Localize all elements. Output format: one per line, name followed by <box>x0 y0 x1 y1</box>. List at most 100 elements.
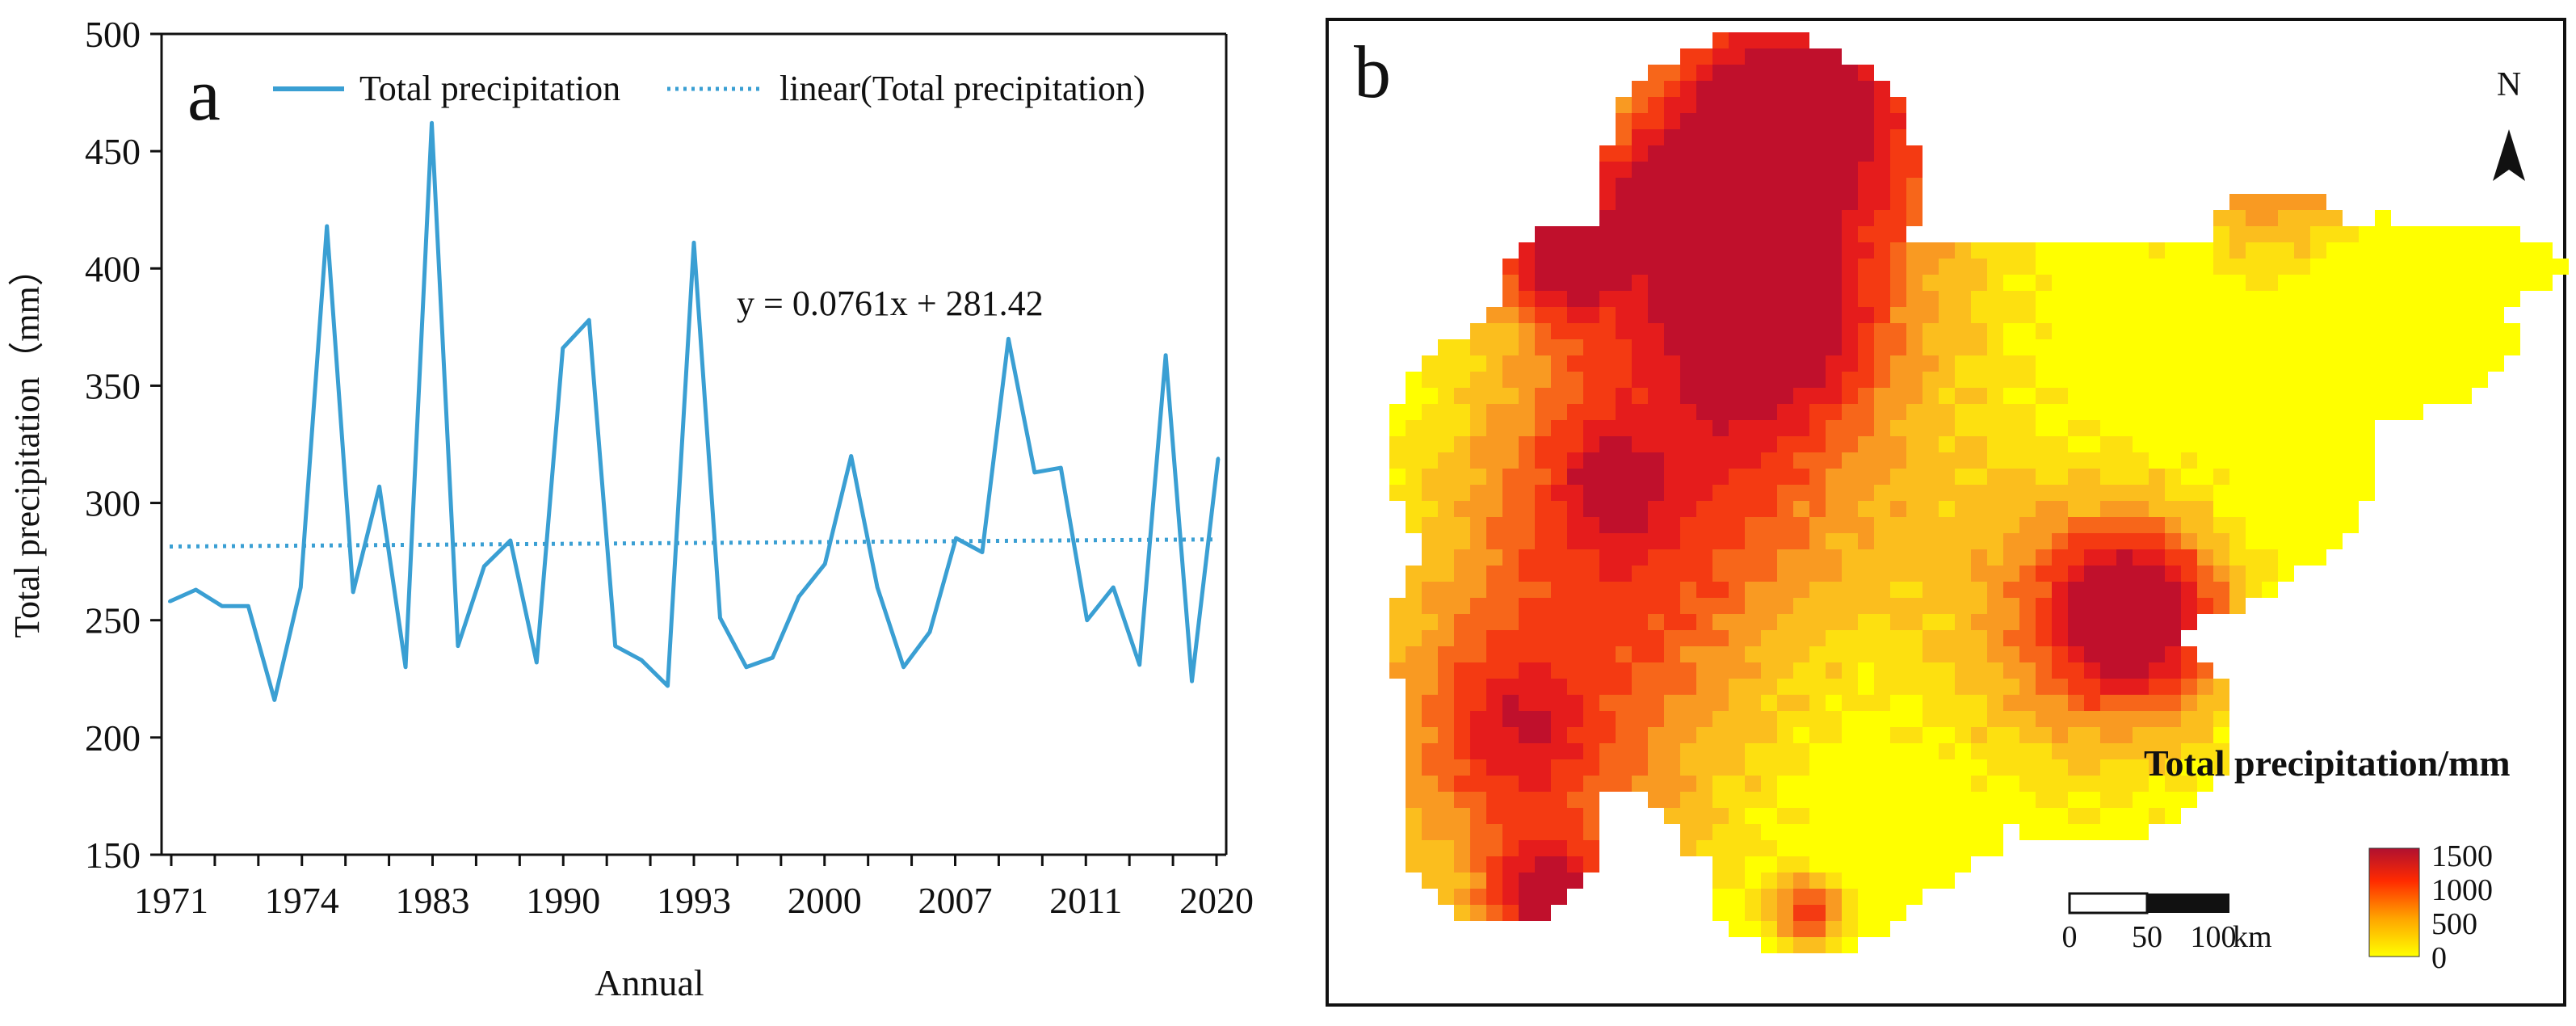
map-cell <box>2246 549 2262 566</box>
map-cell <box>2197 469 2213 485</box>
map-cell <box>1874 113 1890 129</box>
map-cell <box>2294 275 2310 291</box>
map-cell <box>1502 905 1519 921</box>
map-cell <box>1761 501 1777 517</box>
map-cell <box>2488 242 2504 259</box>
map-cell <box>1777 905 1793 921</box>
map-cell <box>2133 485 2149 501</box>
map-cell <box>1842 695 1858 711</box>
map-cell <box>1809 210 1826 226</box>
map-cell <box>2423 275 2439 291</box>
map-cell <box>1454 452 1470 469</box>
map-cell <box>1858 808 1874 824</box>
map-cell <box>1680 549 1696 566</box>
scale-tick-50: 50 <box>2132 920 2162 954</box>
map-cell <box>2278 259 2294 275</box>
map-cell <box>2326 388 2343 404</box>
map-cell <box>1438 711 1454 727</box>
map-cell <box>1809 533 1826 549</box>
map-cell <box>1729 921 1745 937</box>
map-cell <box>2278 275 2294 291</box>
map-cell <box>2229 501 2246 517</box>
map-cell <box>2197 323 2213 339</box>
map-cell <box>2068 355 2084 372</box>
map-cell <box>1632 178 1648 194</box>
map-cell <box>1470 711 1486 727</box>
x-tick-label: 1993 <box>657 880 731 921</box>
map-cell <box>1761 549 1777 566</box>
map-cell <box>2197 533 2213 549</box>
map-cell <box>1729 808 1745 824</box>
map-cell <box>2278 372 2294 388</box>
map-cell <box>2116 404 2133 420</box>
map-cell <box>2165 808 2181 824</box>
map-cell <box>1486 856 1502 873</box>
map-cell <box>1664 259 1680 275</box>
map-cell <box>1858 614 1874 630</box>
map-cell <box>2294 323 2310 339</box>
map-cell <box>1567 226 1583 242</box>
map-cell <box>1438 485 1454 501</box>
map-cell <box>1599 501 1616 517</box>
map-cell <box>1761 275 1777 291</box>
map-cell <box>2229 307 2246 323</box>
map-cell <box>2262 420 2278 436</box>
map-cell <box>1502 582 1519 598</box>
map-cell <box>1939 679 1955 695</box>
map-cell <box>1616 145 1632 162</box>
map-cell <box>2003 776 2019 792</box>
map-cell <box>1519 743 1535 759</box>
map-cell <box>1793 630 1809 646</box>
map-cell <box>1696 65 1712 81</box>
map-cell <box>1842 372 1858 388</box>
map-cell <box>1826 275 1842 291</box>
map-cell <box>2213 598 2229 614</box>
map-cell <box>1454 355 1470 372</box>
map-cell <box>2019 485 2036 501</box>
map-cell <box>1502 452 1519 469</box>
map-cell <box>2310 485 2326 501</box>
map-cell <box>1519 517 1535 533</box>
map-cell <box>2262 372 2278 388</box>
map-cell <box>2036 566 2052 582</box>
map-cell <box>2197 517 2213 533</box>
map-cell <box>1826 452 1842 469</box>
map-cell <box>2310 275 2326 291</box>
north-arrow-icon <box>2493 129 2525 181</box>
map-cell <box>1809 469 1826 485</box>
map-cell <box>1842 566 1858 582</box>
map-cell <box>1729 759 1745 776</box>
map-cell <box>1454 889 1470 905</box>
map-cell <box>1535 695 1551 711</box>
map-cell <box>2133 792 2149 808</box>
map-cell <box>1470 743 1486 759</box>
map-cell <box>1987 355 2003 372</box>
map-cell <box>1486 388 1502 404</box>
map-cell <box>1680 307 1696 323</box>
map-cell <box>2133 614 2149 630</box>
map-cell <box>1599 226 1616 242</box>
map-cell <box>1874 727 1890 743</box>
map-cell <box>2310 242 2326 259</box>
map-cell <box>1890 630 1906 646</box>
map-cell <box>2149 598 2165 614</box>
map-cell <box>2262 275 2278 291</box>
map-cell <box>1551 598 1567 614</box>
map-cell <box>1422 840 1438 856</box>
map-cell <box>1874 517 1890 533</box>
map-cell <box>1712 549 1729 566</box>
map-cell <box>2359 226 2375 242</box>
map-cell <box>2375 210 2391 226</box>
map-cell <box>1599 662 1616 679</box>
map-cell <box>1664 113 1680 129</box>
map-cell <box>1777 226 1793 242</box>
map-cell <box>1809 259 1826 275</box>
map-cell <box>2100 469 2116 485</box>
map-cell <box>1389 598 1406 614</box>
map-cell <box>1680 598 1696 614</box>
map-cell <box>1454 776 1470 792</box>
map-cell <box>1599 404 1616 420</box>
map-cell <box>2343 226 2359 242</box>
map-cell <box>1826 339 1842 355</box>
map-cell <box>2375 339 2391 355</box>
